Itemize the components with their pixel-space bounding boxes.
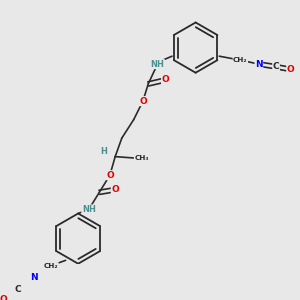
Text: C: C — [15, 285, 21, 294]
Text: O: O — [106, 171, 114, 180]
Text: H: H — [100, 147, 107, 156]
Text: O: O — [139, 97, 147, 106]
Text: NH: NH — [151, 60, 164, 69]
Text: O: O — [0, 296, 8, 300]
Text: NH: NH — [82, 205, 96, 214]
Text: CH₃: CH₃ — [134, 155, 149, 161]
Text: O: O — [161, 76, 169, 85]
Text: O: O — [111, 185, 119, 194]
Text: N: N — [255, 60, 263, 69]
Text: C: C — [273, 62, 279, 71]
Text: CH₂: CH₂ — [44, 262, 58, 268]
Text: CH₂: CH₂ — [233, 57, 247, 63]
Text: N: N — [30, 273, 38, 282]
Text: O: O — [287, 65, 295, 74]
